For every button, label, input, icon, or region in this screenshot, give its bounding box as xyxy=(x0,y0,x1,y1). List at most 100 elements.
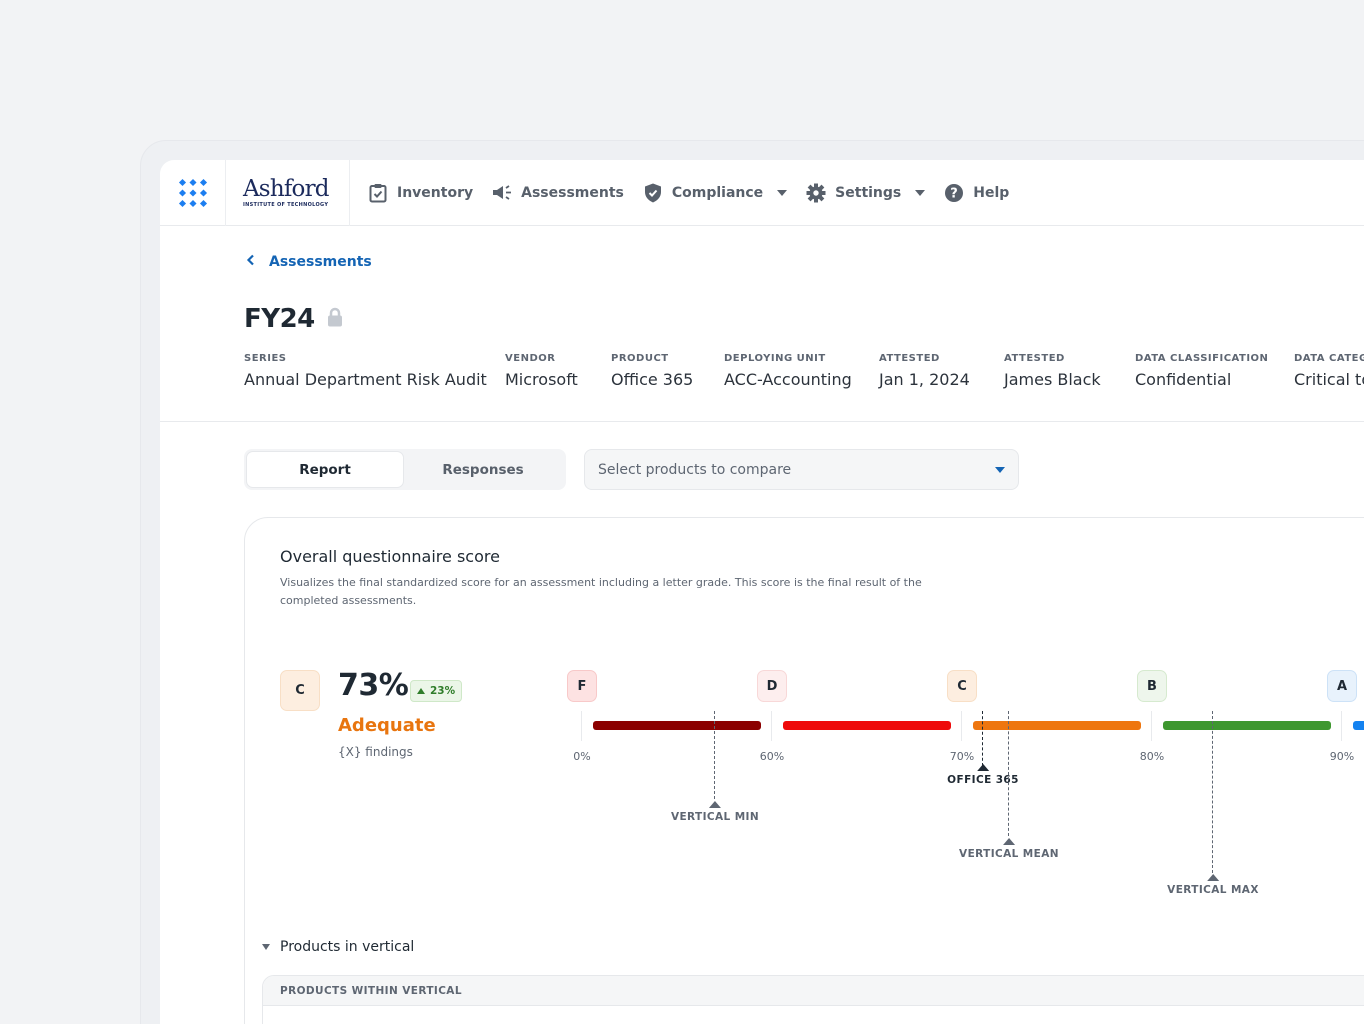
product-score-line xyxy=(982,711,983,766)
vertical-mean-line xyxy=(1008,711,1009,836)
meta-value: James Black xyxy=(1004,370,1101,389)
nav-item-inventory[interactable]: Inventory xyxy=(368,160,473,226)
app-window: Ashford INSTITUTE OF TECHNOLOGY Inventor… xyxy=(160,160,1364,1024)
scale-label: 90% xyxy=(1329,750,1355,763)
score-card: Overall questionnaire score Visualizes t… xyxy=(244,517,1364,1024)
meta-value: Critical to xyxy=(1294,370,1364,389)
meta-deploying-unit: DEPLOYING UNIT ACC-Accounting xyxy=(724,353,852,389)
marker-label: VERTICAL MEAN xyxy=(959,848,1059,860)
compare-placeholder: Select products to compare xyxy=(598,461,792,478)
findings-count: {X} findings xyxy=(338,745,413,759)
meta-value: Office 365 xyxy=(611,370,694,389)
header-divider xyxy=(160,421,1364,422)
range-bar-a xyxy=(1353,721,1364,730)
products-in-vertical-toggle[interactable]: Products in vertical xyxy=(262,939,414,955)
meta-label: VENDOR xyxy=(505,353,556,364)
scale-tick xyxy=(1341,711,1342,741)
meta-value: Confidential xyxy=(1135,370,1232,389)
scale-tick xyxy=(581,711,582,741)
table-header: PRODUCTS WITHIN VERTICAL xyxy=(263,976,1364,1006)
back-link[interactable]: Assessments xyxy=(246,254,372,270)
meta-attested-date: ATTESTED Jan 1, 2024 xyxy=(879,353,970,389)
view-tabs: Report Responses xyxy=(244,449,566,490)
vertical-mean-marker: VERTICAL MEAN xyxy=(959,838,1059,860)
range-bar-d xyxy=(783,721,951,730)
chevron-left-icon xyxy=(246,254,255,270)
marker-label: OFFICE 365 xyxy=(947,774,1019,786)
caret-down-icon xyxy=(262,944,270,950)
rating-label: Adequate xyxy=(338,715,436,736)
marker-label: VERTICAL MAX xyxy=(1167,884,1259,896)
chevron-down-icon xyxy=(777,189,788,196)
nav-item-help[interactable]: ? Help xyxy=(944,160,1009,226)
assessment-metadata: SERIES Annual Department Risk Audit VEND… xyxy=(244,353,1364,389)
meta-attested-by: ATTESTED James Black xyxy=(1004,353,1101,389)
grade-badge: C xyxy=(280,670,320,711)
meta-label: DEPLOYING UNIT xyxy=(724,353,826,364)
nav-item-label: Help xyxy=(973,184,1010,201)
svg-text:?: ? xyxy=(950,186,958,201)
meta-data-classification: DATA CLASSIFICATION Confidential xyxy=(1135,353,1269,389)
megaphone-icon xyxy=(492,183,512,203)
compare-products-select[interactable]: Select products to compare xyxy=(584,449,1019,490)
meta-label: ATTESTED xyxy=(879,353,940,364)
scale-label: 80% xyxy=(1139,750,1165,763)
vertical-min-line xyxy=(714,711,715,799)
grade-c-badge: C xyxy=(947,670,977,702)
range-bar-c xyxy=(973,721,1141,730)
scale-label: 0% xyxy=(573,750,591,763)
meta-value: Jan 1, 2024 xyxy=(879,370,970,389)
meta-label: SERIES xyxy=(244,353,287,364)
app-logo-icon[interactable] xyxy=(160,160,226,226)
meta-series: SERIES Annual Department Risk Audit xyxy=(244,353,487,389)
meta-vendor: VENDOR Microsoft xyxy=(505,353,578,389)
nav-item-assessments[interactable]: Assessments xyxy=(492,160,624,226)
triangle-up-icon xyxy=(976,764,989,771)
scale-tick xyxy=(961,711,962,741)
triangle-up-icon xyxy=(708,801,721,808)
question-circle-icon: ? xyxy=(944,183,964,203)
gear-icon xyxy=(806,183,826,203)
product-score-marker: OFFICE 365 xyxy=(947,764,1019,786)
meta-value: ACC-Accounting xyxy=(724,370,852,389)
lock-icon xyxy=(327,307,343,331)
meta-product: PRODUCT Office 365 xyxy=(611,353,694,389)
nav-item-label: Inventory xyxy=(397,184,474,201)
scale-tick xyxy=(771,711,772,741)
grade-a-badge: A xyxy=(1327,670,1357,702)
card-description: Visualizes the final standardized score … xyxy=(280,576,922,607)
score-delta-badge: 23% xyxy=(410,680,463,702)
top-nav: Ashford INSTITUTE OF TECHNOLOGY Inventor… xyxy=(160,160,1364,226)
tab-report[interactable]: Report xyxy=(246,451,404,488)
delta-value: 23% xyxy=(430,685,456,697)
score-value: 73% xyxy=(338,668,409,703)
products-table: PRODUCTS WITHIN VERTICAL xyxy=(262,975,1364,1024)
vertical-min-marker: VERTICAL MIN xyxy=(671,801,759,823)
triangle-up-icon xyxy=(1206,874,1219,881)
brand-name: Ashford xyxy=(243,175,330,202)
grade-b-badge: B xyxy=(1137,670,1167,702)
meta-value: Microsoft xyxy=(505,370,578,389)
toggle-label: Products in vertical xyxy=(280,939,415,955)
nav-item-compliance[interactable]: Compliance xyxy=(643,160,788,226)
page-title: FY24 xyxy=(244,304,315,334)
scale-label: 70% xyxy=(949,750,975,763)
page-title-row: FY24 xyxy=(244,304,343,334)
meta-value: Annual Department Risk Audit xyxy=(244,370,487,389)
brand-logo[interactable]: Ashford INSTITUTE OF TECHNOLOGY xyxy=(226,160,350,226)
clipboard-check-icon xyxy=(368,183,388,203)
grade-f-badge: F xyxy=(567,670,597,702)
tab-responses[interactable]: Responses xyxy=(442,461,524,478)
caret-down-icon xyxy=(995,466,1005,473)
meta-data-category: DATA CATEG Critical to xyxy=(1294,353,1364,389)
range-bar-f xyxy=(593,721,761,730)
back-link-label: Assessments xyxy=(269,254,372,270)
card-title: Overall questionnaire score xyxy=(280,547,500,566)
vertical-max-line xyxy=(1212,711,1213,873)
nav-item-settings[interactable]: Settings xyxy=(806,160,926,226)
marker-label: VERTICAL MIN xyxy=(670,811,760,823)
meta-label: DATA CLASSIFICATION xyxy=(1135,353,1269,364)
meta-label: DATA CATEG xyxy=(1294,353,1364,364)
range-bar-b xyxy=(1163,721,1331,730)
grade-d-badge: D xyxy=(757,670,787,702)
